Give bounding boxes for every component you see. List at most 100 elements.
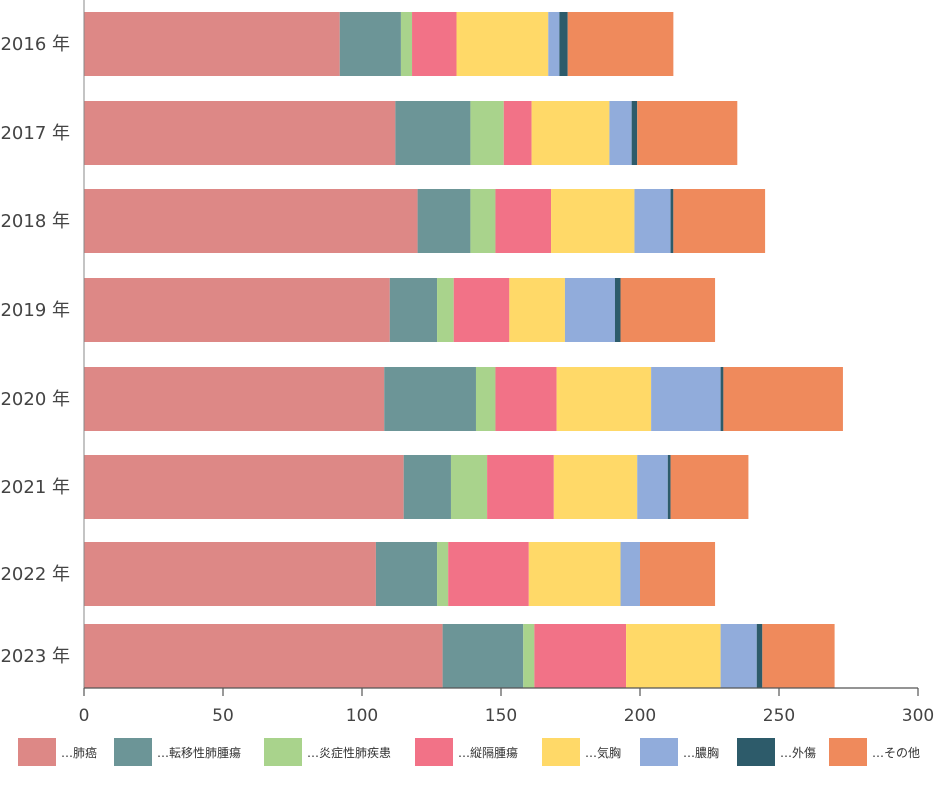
bar-segment: [437, 542, 449, 606]
bar-segment: [84, 278, 390, 342]
legend: …肺癌 …転移性肺腫瘍 …炎症性肺疾患 …縦隔腫瘍 …気胸 …膿胸 …外傷 …その他: [0, 736, 935, 768]
legend-label: …外傷: [780, 745, 817, 760]
bar-segment: [84, 12, 340, 76]
bar-segment: [626, 624, 721, 688]
bar-segment: [640, 542, 716, 606]
bar-segment: [634, 189, 671, 253]
legend-label: …その他: [872, 745, 921, 760]
category-label: 2020 年: [0, 389, 70, 410]
legend-label: …転移性肺腫瘍: [157, 745, 242, 760]
bar-segment: [531, 101, 610, 165]
bar-segment: [673, 189, 766, 253]
legend-item: …その他: [829, 736, 920, 768]
x-tick-label: 200: [624, 706, 656, 726]
legend-label: …炎症性肺疾患: [307, 745, 392, 760]
x-tick-label: 150: [485, 706, 517, 726]
bar-segment: [637, 101, 738, 165]
legend-label: …膿胸: [683, 745, 720, 760]
bar-segment: [720, 624, 757, 688]
bar-segment: [389, 278, 438, 342]
bar-segment: [470, 189, 496, 253]
bar-segment: [651, 367, 721, 431]
bar-segment: [609, 101, 632, 165]
legend-swatch: [18, 738, 56, 766]
bar-segment: [564, 278, 615, 342]
bar-segment: [84, 189, 418, 253]
category-label: 2018 年: [0, 211, 70, 232]
bar-segment: [631, 101, 638, 165]
x-tick-label: 100: [346, 706, 378, 726]
legend-swatch: [415, 738, 453, 766]
bar-segment: [442, 624, 524, 688]
bar-segment: [417, 189, 471, 253]
bar-segment: [762, 624, 835, 688]
legend-label: …気胸: [585, 745, 622, 760]
legend-item: …縦隔腫瘍: [415, 736, 518, 768]
x-tick-label: 250: [763, 706, 795, 726]
bar-segment: [400, 12, 413, 76]
stacked-bar-chart: 2016 年 2017 年 2018 年 2019 年 2020 年 2021 年 2022…: [0, 0, 934, 726]
bar-segment: [375, 542, 438, 606]
bar-segment: [384, 367, 476, 431]
bar-segment: [412, 12, 457, 76]
bar-segment: [450, 455, 488, 519]
bar-segment: [453, 278, 510, 342]
legend-swatch: [640, 738, 678, 766]
bar-segment: [548, 12, 560, 76]
bar-segment: [84, 367, 385, 431]
bar-segment: [553, 455, 638, 519]
bar-segment: [567, 12, 674, 76]
bar-segment: [620, 278, 716, 342]
bar-segment: [534, 624, 627, 688]
bar-segment: [395, 101, 471, 165]
bar-segment: [475, 367, 496, 431]
bar-segment: [528, 542, 621, 606]
bar-segment: [637, 455, 668, 519]
category-label: 2019 年: [0, 300, 70, 321]
bar-segment: [470, 101, 504, 165]
bar-segment: [437, 278, 454, 342]
legend-item: …肺癌: [18, 736, 97, 768]
bar-segment: [509, 278, 565, 342]
legend-item: …外傷: [737, 736, 816, 768]
bar-segment: [84, 455, 404, 519]
legend-swatch: [737, 738, 775, 766]
legend-label: …肺癌: [61, 745, 98, 760]
bar-segment: [495, 189, 552, 253]
legend-item: …気胸: [542, 736, 621, 768]
x-tick-label: 50: [212, 706, 234, 726]
category-label: 2022 年: [0, 564, 70, 585]
bar-segment: [495, 367, 557, 431]
bar-segment: [670, 189, 674, 253]
category-label: 2017 年: [0, 123, 70, 144]
bar-segment: [84, 624, 443, 688]
bar-segment: [620, 542, 640, 606]
category-label: 2023 年: [0, 646, 70, 667]
legend-swatch: [264, 738, 302, 766]
legend-label: …縦隔腫瘍: [458, 745, 519, 760]
bar-segment: [523, 624, 535, 688]
legend-swatch: [829, 738, 867, 766]
legend-item: …炎症性肺疾患: [264, 736, 391, 768]
x-tick-label: 0: [79, 706, 90, 726]
category-label: 2016 年: [0, 34, 70, 55]
bar-segment: [551, 189, 635, 253]
bar-segment: [756, 624, 763, 688]
bar-segment: [614, 278, 621, 342]
bar-segment: [667, 455, 671, 519]
bar-segment: [403, 455, 451, 519]
legend-swatch: [542, 738, 580, 766]
bar-segment: [84, 101, 396, 165]
legend-item: …転移性肺腫瘍: [114, 736, 241, 768]
category-label: 2021 年: [0, 477, 70, 498]
bar-segment: [559, 12, 568, 76]
x-tick-label: 300: [902, 706, 934, 726]
bar-segment: [487, 455, 554, 519]
legend-item: …膿胸: [640, 736, 719, 768]
bar-segment: [720, 367, 724, 431]
bar-segment: [723, 367, 843, 431]
bar-segment: [339, 12, 401, 76]
bar-segment: [556, 367, 652, 431]
bar-segment: [456, 12, 549, 76]
